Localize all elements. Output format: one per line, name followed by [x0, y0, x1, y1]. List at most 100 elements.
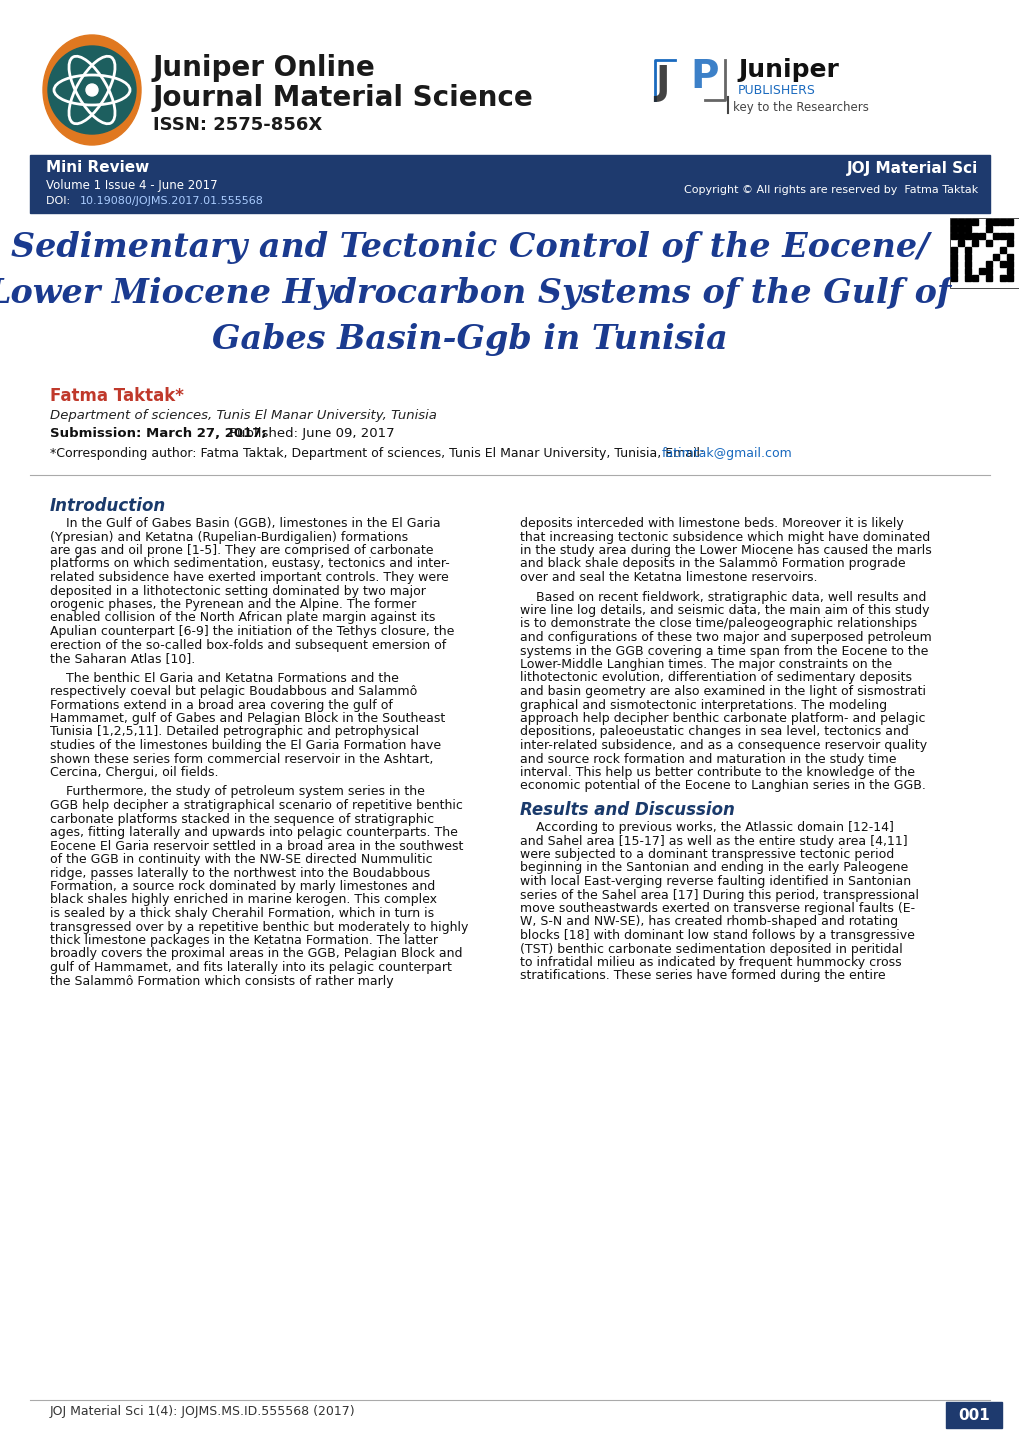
Text: Juniper Online: Juniper Online	[153, 53, 375, 82]
Text: interval. This help us better contribute to the knowledge of the: interval. This help us better contribute…	[520, 766, 914, 779]
Bar	[971, 275, 977, 281]
Bar	[985, 275, 991, 281]
Bar	[1006, 268, 1012, 274]
Text: are gas and oil prone [1-5]. They are comprised of carbonate: are gas and oil prone [1-5]. They are co…	[50, 544, 433, 557]
Bar	[1006, 219, 1012, 225]
Text: were subjected to a dominant transpressive tectonic period: were subjected to a dominant transpressi…	[520, 848, 894, 861]
Bar	[950, 254, 956, 260]
Text: and source rock formation and maturation in the study time: and source rock formation and maturation…	[520, 753, 896, 766]
Text: In the Gulf of Gabes Basin (GGB), limestones in the El Garia: In the Gulf of Gabes Basin (GGB), limest…	[50, 518, 440, 531]
Bar	[985, 239, 991, 247]
Text: Fatma Taktak*: Fatma Taktak*	[50, 386, 183, 405]
Text: deposits interceded with limestone beds. Moreover it is likely: deposits interceded with limestone beds.…	[520, 518, 903, 531]
Text: economic potential of the Eocene to Langhian series in the GGB.: economic potential of the Eocene to Lang…	[520, 780, 925, 793]
Text: the Saharan Atlas [10].: the Saharan Atlas [10].	[50, 652, 195, 665]
Bar	[971, 234, 977, 239]
Text: (TST) benthic carbonate sedimentation deposited in peritidal: (TST) benthic carbonate sedimentation de…	[520, 943, 902, 956]
Circle shape	[86, 84, 98, 97]
Bar	[950, 261, 956, 267]
Text: The benthic El Garia and Ketatna Formations and the: The benthic El Garia and Ketatna Formati…	[50, 672, 398, 685]
Text: transgressed over by a repetitive benthic but moderately to highly: transgressed over by a repetitive benthi…	[50, 920, 468, 933]
Bar	[950, 247, 956, 252]
Bar	[999, 219, 1005, 225]
Bar	[1006, 275, 1012, 281]
Text: blocks [18] with dominant low stand follows by a transgressive: blocks [18] with dominant low stand foll…	[520, 929, 914, 942]
Text: shown these series form commercial reservoir in the Ashtart,: shown these series form commercial reser…	[50, 753, 433, 766]
Bar	[950, 219, 956, 225]
Circle shape	[48, 46, 136, 134]
Bar	[1006, 234, 1012, 239]
Text: ridge, passes laterally to the northwest into the Boudabbous: ridge, passes laterally to the northwest…	[50, 867, 430, 880]
Text: Juniper: Juniper	[738, 58, 838, 82]
Text: Formations extend in a broad area covering the gulf of: Formations extend in a broad area coveri…	[50, 698, 392, 711]
Text: GGB help decipher a stratigraphical scenario of repetitive benthic: GGB help decipher a stratigraphical scen…	[50, 799, 463, 812]
Text: beginning in the Santonian and ending in the early Paleogene: beginning in the Santonian and ending in…	[520, 861, 907, 874]
Ellipse shape	[43, 35, 141, 146]
Bar	[999, 247, 1005, 252]
Bar	[993, 234, 998, 239]
Text: that increasing tectonic subsidence which might have dominated: that increasing tectonic subsidence whic…	[520, 531, 929, 544]
Bar	[950, 275, 956, 281]
Text: platforms on which sedimentation, eustasy, tectonics and inter-: platforms on which sedimentation, eustas…	[50, 558, 449, 571]
Bar	[993, 219, 998, 225]
Text: Hammamet, gulf of Gabes and Pelagian Block in the Southeast: Hammamet, gulf of Gabes and Pelagian Blo…	[50, 712, 445, 725]
Bar	[964, 261, 970, 267]
Bar	[999, 275, 1005, 281]
Text: series of the Sahel area [17] During this period, transpressional: series of the Sahel area [17] During thi…	[520, 888, 918, 901]
Text: and black shale deposits in the Salammô Formation prograde: and black shale deposits in the Salammô …	[520, 558, 905, 571]
Text: Published: June 09, 2017: Published: June 09, 2017	[225, 427, 394, 440]
Text: broadly covers the proximal areas in the GGB, Pelagian Block and: broadly covers the proximal areas in the…	[50, 947, 462, 960]
Text: Department of sciences, Tunis El Manar University, Tunisia: Department of sciences, Tunis El Manar U…	[50, 410, 436, 423]
Text: of the GGB in continuity with the NW-SE directed Nummulitic: of the GGB in continuity with the NW-SE …	[50, 854, 432, 867]
Text: move southeastwards exerted on transverse regional faults (E-: move southeastwards exerted on transvers…	[520, 903, 914, 916]
Text: According to previous works, the Atlassic domain [12-14]: According to previous works, the Atlassi…	[520, 820, 893, 833]
Text: Lower Miocene Hydrocarbon Systems of the Gulf of: Lower Miocene Hydrocarbon Systems of the…	[0, 277, 951, 310]
Text: thick limestone packages in the Ketatna Formation. The latter: thick limestone packages in the Ketatna …	[50, 934, 437, 947]
Text: 10.19080/JOJMS.2017.01.555568: 10.19080/JOJMS.2017.01.555568	[79, 196, 264, 206]
Bar	[999, 261, 1005, 267]
Text: lithotectonic evolution, differentiation of sedimentary deposits: lithotectonic evolution, differentiation…	[520, 672, 911, 685]
Bar	[964, 234, 970, 239]
Bar	[949, 218, 1019, 288]
Text: orogenic phases, the Pyrenean and the Alpine. The former: orogenic phases, the Pyrenean and the Al…	[50, 598, 416, 611]
Text: deposited in a lithotectonic setting dominated by two major: deposited in a lithotectonic setting dom…	[50, 584, 426, 597]
Bar	[1006, 239, 1012, 247]
Bar	[999, 234, 1005, 239]
Bar	[1006, 254, 1012, 260]
Text: depositions, paleoeustatic changes in sea level, tectonics and: depositions, paleoeustatic changes in se…	[520, 725, 908, 738]
Text: is sealed by a thick shaly Cherahil Formation, which in turn is: is sealed by a thick shaly Cherahil Form…	[50, 907, 434, 920]
Text: 001: 001	[957, 1407, 988, 1422]
Bar	[950, 268, 956, 274]
Text: J: J	[654, 63, 668, 102]
Text: graphical and sismotectonic interpretations. The modeling: graphical and sismotectonic interpretati…	[520, 698, 887, 711]
Bar	[978, 268, 984, 274]
Text: JOJ Material Sci: JOJ Material Sci	[846, 160, 977, 176]
Text: erection of the so-called box-folds and subsequent emersion of: erection of the so-called box-folds and …	[50, 639, 446, 652]
Bar	[957, 234, 963, 239]
Text: enabled collision of the North African plate margin against its: enabled collision of the North African p…	[50, 611, 435, 624]
Text: gulf of Hammamet, and fits laterally into its pelagic counterpart: gulf of Hammamet, and fits laterally int…	[50, 960, 451, 973]
Text: *Corresponding author: Fatma Taktak, Department of sciences, Tunis El Manar Univ: *Corresponding author: Fatma Taktak, Dep…	[50, 447, 707, 460]
Text: Sedimentary and Tectonic Control of the Eocene/: Sedimentary and Tectonic Control of the …	[11, 232, 928, 264]
Text: Lower-Middle Langhian times. The major constraints on the: Lower-Middle Langhian times. The major c…	[520, 658, 892, 671]
Bar	[978, 234, 984, 239]
Text: W, S-N and NW-SE), has created rhomb-shaped and rotating: W, S-N and NW-SE), has created rhomb-sha…	[520, 916, 898, 929]
Bar	[957, 226, 963, 232]
Text: to infratidal milieu as indicated by frequent hummocky cross: to infratidal milieu as indicated by fre…	[520, 956, 901, 969]
Text: Mini Review: Mini Review	[46, 160, 149, 176]
Bar	[971, 219, 977, 225]
Text: and configurations of these two major and superposed petroleum: and configurations of these two major an…	[520, 632, 930, 645]
Text: Cercina, Chergui, oil fields.: Cercina, Chergui, oil fields.	[50, 766, 218, 779]
Bar	[993, 254, 998, 260]
Text: Based on recent fieldwork, stratigraphic data, well results and: Based on recent fieldwork, stratigraphic…	[520, 591, 925, 604]
Bar	[985, 219, 991, 225]
Bar	[985, 226, 991, 232]
Text: the Salammô Formation which consists of rather marly: the Salammô Formation which consists of …	[50, 975, 393, 988]
Text: in the study area during the Lower Miocene has caused the marls: in the study area during the Lower Mioce…	[520, 544, 930, 557]
Bar	[1006, 261, 1012, 267]
Text: with local East-verging reverse faulting identified in Santonian: with local East-verging reverse faulting…	[520, 875, 910, 888]
Bar	[964, 268, 970, 274]
Text: stratifications. These series have formed during the entire: stratifications. These series have forme…	[520, 969, 884, 982]
Bar	[964, 275, 970, 281]
Bar	[30, 154, 989, 213]
